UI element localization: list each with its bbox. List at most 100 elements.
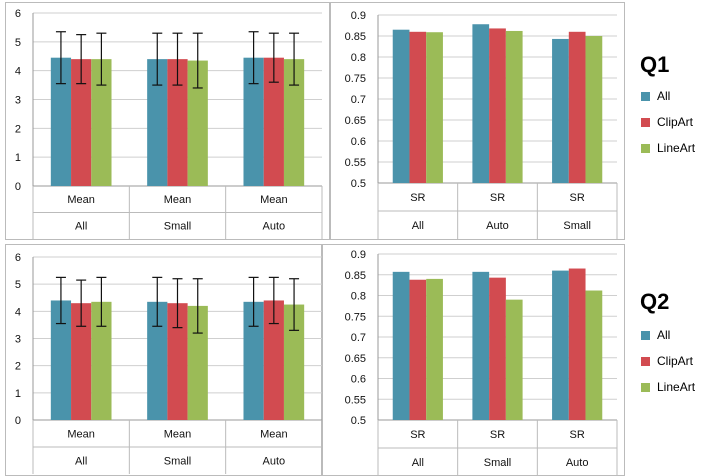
y-tick-label: 3 — [15, 334, 21, 346]
category-label-top: SR — [410, 192, 425, 204]
y-tick-label: 0.55 — [345, 394, 366, 406]
y-tick-label: 0.9 — [351, 10, 366, 22]
category-label-bottom: Small — [164, 455, 192, 467]
y-tick-label: 0.55 — [345, 157, 366, 169]
y-tick-label: 0.75 — [345, 311, 366, 323]
bar-clipart — [409, 31, 427, 183]
legend-swatch-lineart — [641, 143, 650, 153]
legend-label-lineart: LineArt — [657, 141, 696, 155]
bar-all — [472, 271, 490, 420]
y-tick-label: 0.9 — [351, 249, 366, 261]
y-tick-label: 5 — [15, 37, 21, 49]
category-label-top: Mean — [164, 194, 192, 206]
q2-legend: All ClipArt LineArt — [641, 322, 695, 400]
bar-lineart — [283, 304, 305, 420]
bar-clipart — [263, 57, 284, 186]
bar-all — [472, 24, 490, 183]
y-tick-label: 0.75 — [345, 73, 366, 85]
y-tick-label: 0 — [15, 415, 21, 427]
y-tick-label: 6 — [15, 8, 21, 20]
y-tick-label: 0.8 — [351, 52, 366, 64]
bar-lineart — [187, 60, 208, 187]
bar-clipart — [71, 303, 92, 420]
category-label-bottom: All — [75, 220, 87, 232]
bar-clipart — [489, 277, 506, 420]
category-label-top: Mean — [67, 428, 95, 440]
bar-lineart — [585, 290, 603, 420]
legend-item-clipart: ClipArt — [641, 109, 695, 135]
category-label-bottom: Small — [164, 220, 192, 232]
bar-all — [243, 57, 264, 186]
category-label-bottom: All — [412, 220, 424, 232]
category-label-top: SR — [490, 192, 505, 204]
y-tick-label: 2 — [15, 361, 21, 373]
legend-item-all: All — [641, 83, 695, 109]
y-tick-label: 0.7 — [351, 332, 366, 344]
category-label-top: Mean — [67, 194, 95, 206]
category-label-top: SR — [410, 429, 425, 441]
bar-clipart — [71, 59, 92, 187]
category-label-top: SR — [570, 429, 585, 441]
bar-all — [392, 271, 410, 420]
y-tick-label: 0.6 — [351, 136, 366, 148]
y-tick-label: 0 — [15, 181, 21, 193]
category-label-bottom: Auto — [486, 220, 509, 232]
legend-swatch-clipart — [641, 356, 650, 366]
y-tick-label: 0.85 — [345, 270, 366, 282]
bar-clipart — [568, 268, 586, 420]
legend-swatch-all — [641, 91, 650, 101]
bar-all — [50, 300, 72, 420]
legend-swatch-all — [641, 330, 650, 340]
y-tick-label: 5 — [15, 279, 21, 291]
legend-item-clipart: ClipArt — [641, 348, 695, 374]
q1-label: Q1 — [640, 52, 670, 77]
category-label-top: Mean — [260, 428, 288, 440]
category-label-top: Mean — [164, 428, 192, 440]
y-tick-label: 1 — [15, 388, 21, 400]
y-tick-label: 0.85 — [345, 31, 366, 43]
q2-label: Q2 — [640, 289, 670, 314]
legend-label-clipart: ClipArt — [657, 115, 694, 129]
legend-label-all: All — [657, 89, 671, 103]
bar-all — [552, 270, 569, 420]
bar-lineart — [283, 59, 305, 187]
bar-clipart — [489, 28, 506, 183]
bar-clipart — [263, 300, 284, 420]
bar-lineart — [187, 305, 208, 420]
category-label-bottom: Auto — [263, 455, 286, 467]
q1-legend: All ClipArt LineArt — [641, 83, 695, 161]
bar-lineart — [505, 299, 523, 420]
legend-label-clipart: ClipArt — [657, 354, 694, 368]
y-tick-label: 1 — [15, 152, 21, 164]
bar-clipart — [409, 279, 427, 420]
legend-item-lineart: LineArt — [641, 374, 695, 400]
y-tick-label: 4 — [15, 66, 21, 78]
bar-all — [392, 29, 410, 184]
bar-all — [147, 59, 168, 187]
y-tick-label: 0.65 — [345, 353, 366, 365]
category-label-bottom: All — [75, 455, 87, 467]
y-tick-label: 0.8 — [351, 291, 366, 303]
bar-lineart — [426, 278, 443, 420]
category-label-top: SR — [570, 192, 585, 204]
category-label-bottom: Auto — [566, 457, 589, 469]
category-label-bottom: Small — [563, 220, 591, 232]
bar-all — [243, 301, 264, 420]
legend-label-all: All — [657, 328, 671, 342]
y-tick-label: 6 — [15, 252, 21, 264]
category-label-bottom: All — [412, 457, 424, 469]
bar-clipart — [568, 31, 586, 183]
legend-swatch-lineart — [641, 382, 650, 392]
y-tick-label: 2 — [15, 123, 21, 135]
y-tick-label: 0.6 — [351, 374, 366, 386]
legend-swatch-clipart — [641, 117, 650, 127]
y-tick-label: 4 — [15, 306, 21, 318]
bar-lineart — [505, 30, 523, 184]
bar-lineart — [426, 32, 443, 183]
y-tick-label: 0.65 — [345, 115, 366, 127]
y-tick-label: 3 — [15, 95, 21, 107]
bar-all — [552, 38, 569, 183]
bar-clipart — [167, 303, 188, 420]
legend-label-lineart: LineArt — [657, 380, 696, 394]
